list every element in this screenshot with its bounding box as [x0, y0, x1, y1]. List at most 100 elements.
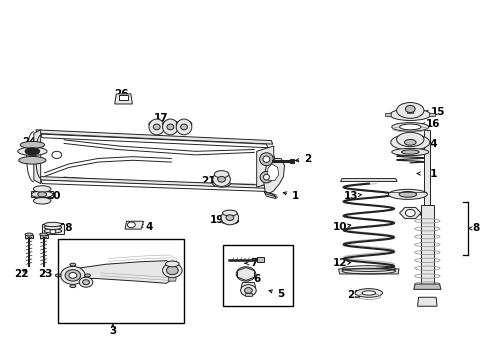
Text: 25: 25: [346, 291, 364, 301]
Bar: [58, 239, 183, 323]
Polygon shape: [244, 293, 251, 296]
Ellipse shape: [149, 121, 164, 128]
Ellipse shape: [40, 233, 47, 236]
Ellipse shape: [176, 121, 191, 128]
Text: 4: 4: [140, 222, 153, 231]
Polygon shape: [290, 159, 294, 163]
Polygon shape: [36, 176, 272, 189]
Polygon shape: [25, 234, 33, 238]
Ellipse shape: [225, 215, 233, 221]
Text: 26: 26: [114, 89, 129, 102]
Ellipse shape: [153, 124, 160, 130]
Polygon shape: [264, 156, 273, 159]
Text: 6: 6: [247, 274, 260, 284]
Text: 5: 5: [268, 289, 284, 299]
Ellipse shape: [82, 280, 89, 285]
Ellipse shape: [44, 222, 61, 226]
Ellipse shape: [405, 210, 414, 217]
Polygon shape: [420, 205, 433, 288]
Text: 20: 20: [43, 191, 61, 201]
Ellipse shape: [222, 210, 237, 216]
Ellipse shape: [44, 225, 61, 229]
Polygon shape: [428, 113, 434, 116]
Ellipse shape: [162, 121, 178, 128]
Text: 17: 17: [154, 113, 168, 123]
Text: 19: 19: [209, 215, 227, 225]
Text: 21: 21: [200, 176, 219, 186]
Polygon shape: [36, 130, 272, 144]
Ellipse shape: [50, 229, 56, 234]
Text: 24: 24: [21, 138, 36, 150]
Text: 22: 22: [14, 269, 28, 279]
Ellipse shape: [240, 285, 256, 296]
Ellipse shape: [65, 270, 81, 281]
Ellipse shape: [399, 124, 420, 130]
Polygon shape: [407, 111, 412, 113]
Polygon shape: [241, 283, 255, 288]
Text: 11: 11: [416, 168, 437, 179]
Bar: [222, 244, 293, 306]
Ellipse shape: [404, 139, 415, 145]
Ellipse shape: [55, 274, 61, 277]
Ellipse shape: [31, 191, 53, 198]
Text: 18: 18: [56, 224, 74, 233]
Text: 2: 2: [295, 154, 311, 164]
Ellipse shape: [176, 119, 191, 135]
Ellipse shape: [212, 172, 230, 186]
Ellipse shape: [70, 285, 76, 288]
Text: 15: 15: [424, 107, 444, 117]
Polygon shape: [413, 284, 440, 289]
Polygon shape: [237, 267, 254, 280]
Ellipse shape: [387, 189, 427, 199]
Ellipse shape: [165, 261, 179, 267]
Polygon shape: [115, 94, 132, 104]
Text: 12: 12: [332, 258, 350, 268]
Polygon shape: [256, 146, 273, 187]
Polygon shape: [42, 224, 63, 234]
Ellipse shape: [354, 289, 382, 297]
Polygon shape: [119, 95, 128, 100]
Text: 7: 7: [244, 258, 257, 268]
Polygon shape: [34, 130, 41, 184]
Ellipse shape: [398, 192, 416, 197]
Ellipse shape: [79, 277, 93, 287]
Polygon shape: [338, 269, 398, 274]
Polygon shape: [257, 257, 264, 262]
Polygon shape: [340, 179, 396, 181]
Polygon shape: [125, 221, 143, 229]
Polygon shape: [264, 192, 276, 199]
Ellipse shape: [19, 157, 46, 164]
Ellipse shape: [389, 109, 430, 121]
Polygon shape: [417, 297, 436, 306]
Ellipse shape: [214, 171, 228, 178]
Polygon shape: [424, 130, 429, 205]
Ellipse shape: [33, 198, 51, 204]
Polygon shape: [385, 113, 390, 116]
Ellipse shape: [166, 124, 173, 130]
Ellipse shape: [221, 211, 238, 225]
Ellipse shape: [396, 132, 423, 147]
Ellipse shape: [38, 192, 46, 197]
Text: 14: 14: [416, 139, 437, 149]
Ellipse shape: [263, 156, 269, 162]
Ellipse shape: [180, 124, 187, 130]
Ellipse shape: [127, 222, 135, 228]
Polygon shape: [31, 192, 53, 197]
Polygon shape: [267, 164, 278, 181]
Ellipse shape: [401, 150, 418, 154]
Polygon shape: [168, 278, 176, 281]
Polygon shape: [40, 234, 47, 238]
Text: 1: 1: [283, 191, 299, 201]
Ellipse shape: [69, 273, 77, 278]
Polygon shape: [264, 158, 284, 194]
Ellipse shape: [20, 141, 44, 148]
Text: 23: 23: [38, 269, 53, 279]
Ellipse shape: [244, 288, 252, 293]
Ellipse shape: [221, 219, 238, 224]
Ellipse shape: [391, 148, 428, 156]
Ellipse shape: [212, 180, 230, 187]
Ellipse shape: [18, 147, 47, 156]
Ellipse shape: [61, 266, 85, 284]
Ellipse shape: [70, 263, 76, 266]
Text: 10: 10: [332, 222, 350, 232]
